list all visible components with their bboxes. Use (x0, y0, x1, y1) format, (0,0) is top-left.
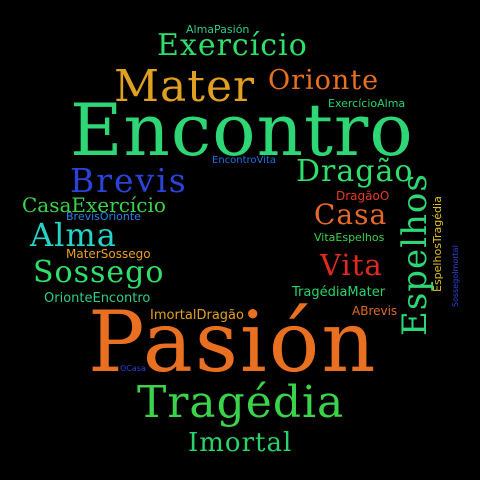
word-vitaespelhos: VitaEspelhos (314, 231, 385, 244)
word-espelhostragedia: EspelhosTragédia (431, 196, 444, 292)
word-exercicio: Exercício (157, 28, 308, 63)
word-casa: Casa (314, 198, 388, 231)
word-dragaoo: DragãoO (336, 189, 390, 203)
word-imortaldragao: ImortalDragão (150, 308, 244, 323)
word-sossegoimortal: SossegoImortal (451, 245, 460, 307)
word-mater: Mater (114, 61, 256, 112)
word-sossego: Sossego (33, 255, 165, 290)
word-espelhos: Espelhos (395, 173, 435, 336)
word-brevis: Brevis (70, 161, 188, 200)
word-vita: Vita (320, 248, 383, 282)
word-imortal: Imortal (188, 428, 293, 458)
word-dragao: Dragão (296, 154, 414, 189)
word-casaexercicio: CasaExercício (22, 193, 166, 217)
word-tragediamater: TragédiaMater (292, 285, 386, 300)
word-almapasion: AlmaPasión (186, 23, 250, 36)
word-brevisorionte: BrevisOrionte (66, 210, 141, 223)
word-matersossego: MaterSossego (66, 247, 151, 261)
word-ocasa: OCasa (120, 364, 146, 373)
word-orionteencontro: OrionteEncontro (44, 291, 151, 306)
word-abrevis: ABrevis (352, 304, 398, 318)
word-encontrovita: EncontroVita (212, 155, 276, 166)
word-encontro: Encontro (70, 88, 414, 172)
word-pasion: Pasión (88, 293, 378, 391)
word-exercicioalma: ExercícioAlma (328, 97, 406, 110)
word-orionte: Orionte (268, 65, 380, 96)
word-tragedia: Tragédia (137, 377, 345, 428)
word-alma: Alma (30, 216, 117, 254)
